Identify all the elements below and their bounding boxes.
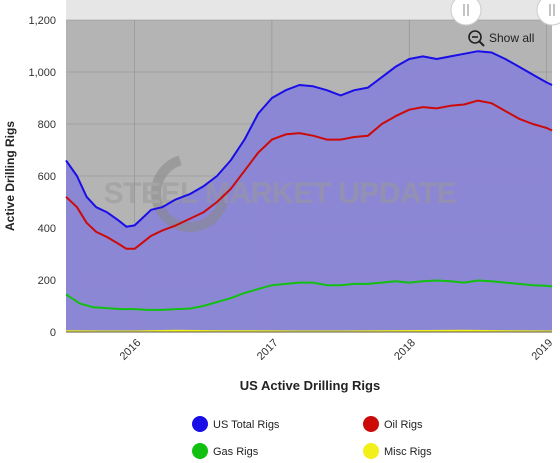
y-tick-label-2: 400 (38, 223, 56, 235)
legend-swatch-total (192, 416, 208, 432)
series-line-1 (65, 99, 553, 250)
legend-item-gas[interactable]: Gas Rigs (192, 443, 259, 459)
y-axis-label: Active Drilling Rigs (3, 121, 17, 231)
series-areas (66, 51, 552, 332)
legend-label-misc: Misc Rigs (384, 446, 432, 458)
x-tick-label-0: 2016 (118, 337, 144, 363)
legend-item-misc[interactable]: Misc Rigs (363, 443, 432, 459)
legend-item-oil[interactable]: Oil Rigs (363, 416, 423, 432)
zoom-out-icon (468, 30, 485, 47)
legend-label-gas: Gas Rigs (213, 446, 259, 458)
legend-swatch-gas (192, 443, 208, 459)
x-axis-label: US Active Drilling Rigs (240, 378, 380, 393)
legend-label-oil: Oil Rigs (384, 419, 423, 431)
legend-swatch-oil (363, 416, 379, 432)
navigator-strip[interactable] (66, 0, 552, 20)
watermark-text: STEEL MARKET UPDATE (104, 177, 457, 210)
show-all-label: Show all (489, 31, 534, 45)
navigator-right-handle[interactable] (536, 0, 560, 26)
legend-label-total: US Total Rigs (213, 419, 280, 431)
watermark-logo: STEEL MARKET UPDATE (104, 154, 457, 232)
x-tick-label-2: 2018 (392, 337, 418, 363)
y-tick-label-1: 200 (38, 275, 56, 287)
legend-item-total[interactable]: US Total Rigs (192, 416, 280, 432)
y-tick-label-5: 1,000 (28, 67, 56, 79)
series-line-0 (65, 50, 553, 228)
series-line-3 (65, 329, 553, 333)
y-tick-label-4: 800 (38, 119, 56, 131)
series-line-2 (65, 279, 553, 311)
show-all-button[interactable]: Show all (468, 30, 534, 47)
legend: US Total Rigs Oil Rigs Gas Rigs Misc Rig… (192, 416, 432, 459)
x-tick-label-3: 2019 (529, 337, 555, 363)
y-tick-label-0: 0 (50, 327, 56, 339)
y-tick-label-3: 600 (38, 171, 56, 183)
x-tick-label-1: 2017 (255, 337, 281, 363)
legend-swatch-misc (363, 443, 379, 459)
area-0 (66, 51, 552, 332)
x-tick-labels: 2016 2017 2018 2019 (118, 337, 556, 363)
y-tick-labels: 0 200 400 600 800 1,000 1,200 (28, 15, 56, 339)
y-tick-label-6: 1,200 (28, 15, 56, 27)
navigator-left-handle[interactable] (450, 0, 482, 26)
